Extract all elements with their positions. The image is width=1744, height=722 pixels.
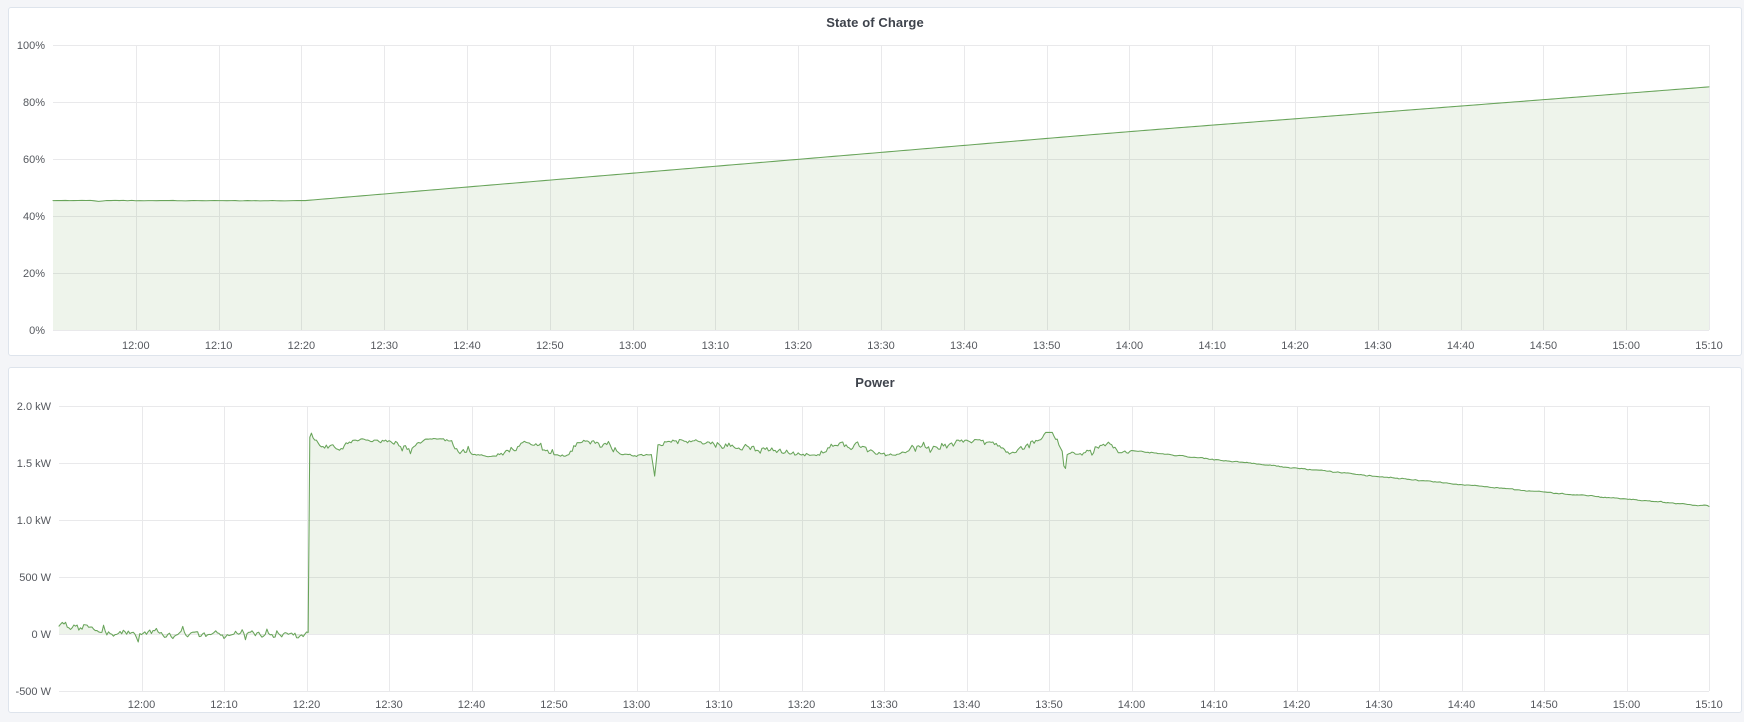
- y-tick-label: 60%: [23, 154, 45, 166]
- y-tick-label: 80%: [23, 97, 45, 109]
- x-tick-label: 15:00: [1613, 699, 1641, 711]
- grid: [53, 45, 1710, 331]
- x-tick-label: 15:10: [1695, 699, 1723, 711]
- x-tick-label: 13:40: [950, 340, 978, 352]
- x-tick-label: 14:50: [1530, 340, 1558, 352]
- x-tick-label: 13:10: [702, 340, 730, 352]
- x-tick-label: 13:30: [870, 699, 898, 711]
- series-area: [53, 86, 1709, 331]
- x-tick-label: 13:50: [1033, 340, 1061, 352]
- x-tick-label: 12:40: [453, 340, 481, 352]
- x-tick-label: 13:00: [623, 699, 651, 711]
- x-axis: 12:00 12:10 12:20 12:30 12:40 12:50 13:00 13:10…: [122, 340, 1723, 352]
- x-tick-label: 12:20: [293, 699, 321, 711]
- x-tick-label: 13:30: [867, 340, 895, 352]
- x-tick-label: 14:30: [1365, 699, 1393, 711]
- x-axis: 12:00 12:10 12:20 12:30 12:40 12:50 13:00 13:10…: [128, 699, 1723, 711]
- x-tick-label: 13:20: [788, 699, 816, 711]
- x-tick-label: 14:40: [1448, 699, 1476, 711]
- panel-state-of-charge: State of Charge 0% 20% 40% 60% 80% 100% 12:00 1…: [8, 7, 1742, 356]
- y-axis: 0% 20% 40% 60% 80% 100%: [17, 40, 45, 337]
- y-tick-label: 2.0 kW: [17, 401, 52, 413]
- x-tick-label: 12:10: [210, 699, 238, 711]
- x-tick-label: 12:00: [122, 340, 150, 352]
- y-tick-label: 1.5 kW: [17, 458, 52, 470]
- x-tick-label: 12:30: [375, 699, 403, 711]
- x-tick-label: 14:00: [1116, 340, 1144, 352]
- panel-title-power[interactable]: Power: [855, 375, 895, 390]
- y-tick-label: 20%: [23, 268, 45, 280]
- x-tick-label: 14:00: [1118, 699, 1146, 711]
- x-tick-label: 12:50: [536, 340, 564, 352]
- x-tick-label: 15:00: [1612, 340, 1640, 352]
- x-tick-label: 12:40: [458, 699, 486, 711]
- x-tick-label: 13:20: [784, 340, 812, 352]
- x-tick-label: 13:10: [705, 699, 733, 711]
- y-axis: -500 W 0 W 500 W 1.0 kW 1.5 kW 2.0 kW: [16, 401, 52, 698]
- x-tick-label: 14:50: [1530, 699, 1558, 711]
- y-tick-label: -500 W: [16, 686, 52, 698]
- y-tick-label: 100%: [17, 40, 45, 52]
- x-tick-label: 15:10: [1695, 340, 1723, 352]
- y-tick-label: 500 W: [19, 572, 51, 584]
- x-tick-label: 13:00: [619, 340, 647, 352]
- panel-title-state-of-charge[interactable]: State of Charge: [826, 15, 924, 30]
- x-tick-label: 14:10: [1198, 340, 1226, 352]
- x-tick-label: 12:00: [128, 699, 156, 711]
- series-line: [58, 431, 1710, 643]
- y-tick-label: 0 W: [31, 629, 51, 641]
- x-tick-label: 14:20: [1281, 340, 1309, 352]
- x-tick-label: 14:40: [1447, 340, 1475, 352]
- x-tick-label: 13:40: [953, 699, 981, 711]
- y-tick-label: 40%: [23, 211, 45, 223]
- y-tick-label: 0%: [29, 325, 45, 337]
- x-tick-label: 14:10: [1200, 699, 1228, 711]
- x-tick-label: 12:30: [370, 340, 398, 352]
- y-tick-label: 1.0 kW: [17, 515, 52, 527]
- series-area: [59, 432, 1709, 642]
- x-tick-label: 13:50: [1035, 699, 1063, 711]
- x-tick-label: 12:50: [540, 699, 568, 711]
- x-tick-label: 14:30: [1364, 340, 1392, 352]
- series-line: [52, 86, 1710, 202]
- x-tick-label: 12:10: [205, 340, 233, 352]
- x-tick-label: 14:20: [1283, 699, 1311, 711]
- state-of-charge-chart[interactable]: 0%20%40%60%80%100%12:00 12:10 12:20 12:30 12…: [9, 8, 1743, 357]
- x-tick-label: 12:20: [288, 340, 316, 352]
